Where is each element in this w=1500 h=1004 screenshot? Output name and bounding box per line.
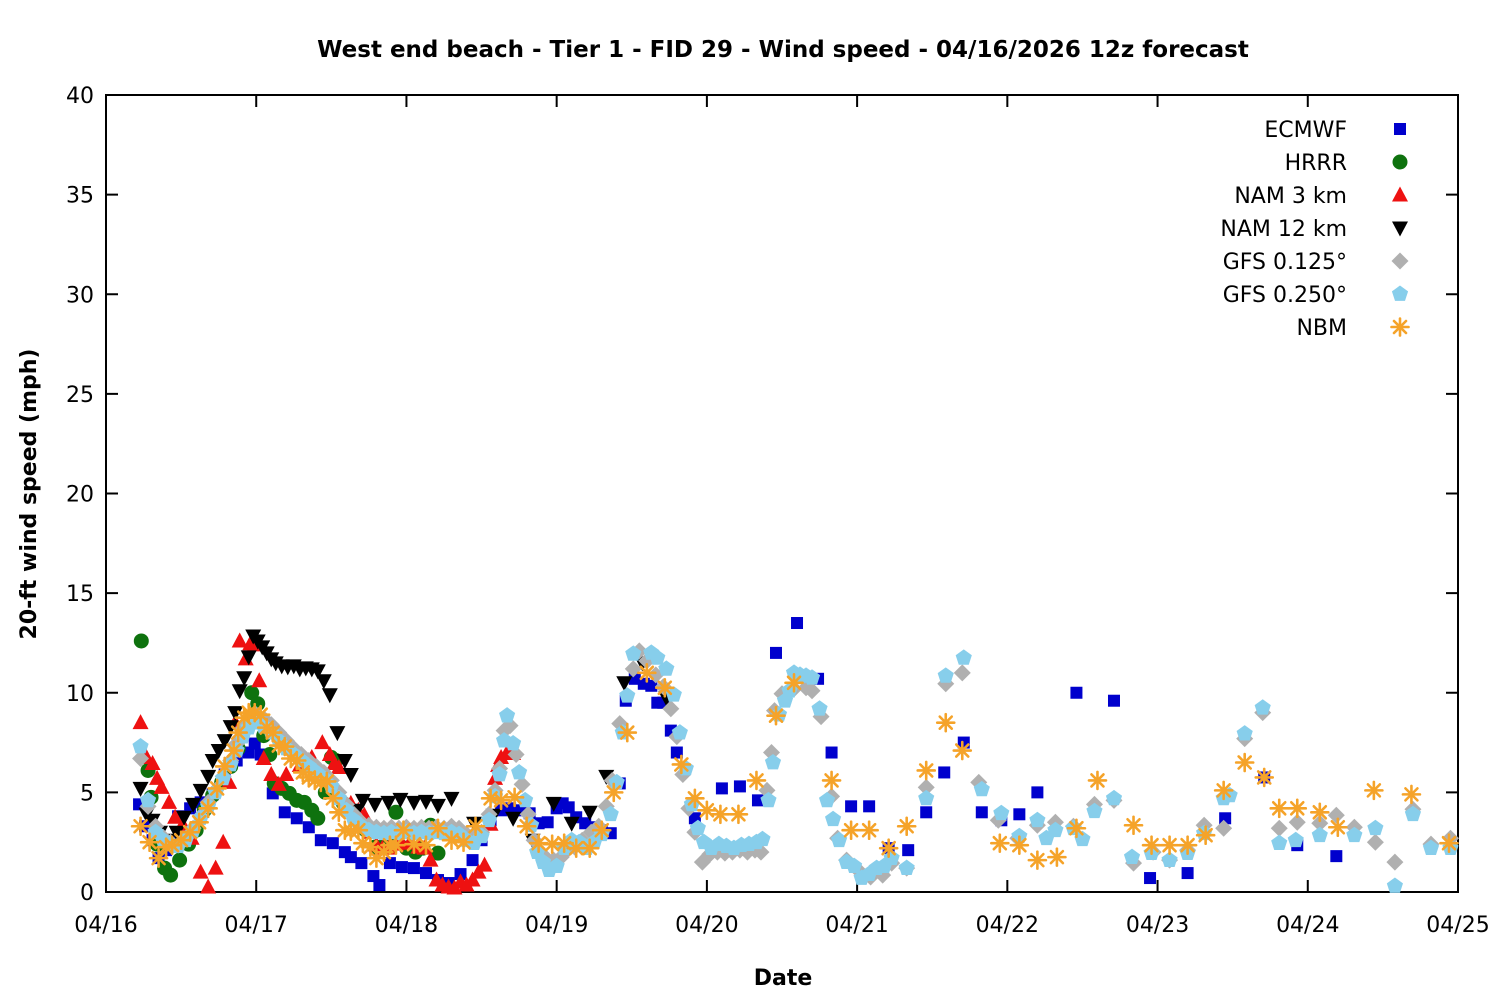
legend-label-NAM 3 km: NAM 3 km	[1234, 184, 1347, 209]
legend-label-ECMWF: ECMWF	[1264, 118, 1347, 143]
x-tick-label: 04/23	[1126, 913, 1189, 938]
x-tick-label: 04/22	[976, 913, 1039, 938]
y-tick-label: 40	[66, 84, 94, 109]
legend-marker-HRRR	[1392, 154, 1408, 170]
x-tick-label: 04/18	[375, 913, 438, 938]
legend-marker-GFS 0.125°	[1391, 252, 1409, 270]
axes: 04/16 04/17 04/18 04/19 04/20 04/21 04/22 04/23…	[66, 84, 1490, 938]
y-tick-label: 5	[80, 781, 94, 806]
x-tick-label: 04/17	[225, 913, 288, 938]
x-axis-title: Date	[754, 966, 813, 991]
series-NAM 12 km	[132, 629, 675, 849]
y-tick-label: 35	[66, 184, 94, 209]
legend-label-HRRR: HRRR	[1285, 151, 1347, 176]
y-tick-label: 0	[80, 881, 94, 906]
y-axis-title: 20-ft wind speed (mph)	[17, 349, 42, 640]
legend-marker-NAM 3 km	[1392, 186, 1408, 202]
y-tick-label: 20	[66, 483, 94, 508]
x-tick-label: 04/24	[1276, 913, 1339, 938]
legend-label-GFS 0.250°: GFS 0.250°	[1223, 283, 1347, 308]
y-tick-label: 15	[66, 582, 94, 607]
x-tick-label: 04/25	[1426, 913, 1489, 938]
x-tick-label: 04/21	[825, 913, 888, 938]
chart-legend: ECMWF HRRR NAM 3 km NAM 12 km GFS 0.125° GFS …	[1220, 118, 1410, 341]
y-tick-label: 30	[66, 283, 94, 308]
x-tick-label: 04/20	[675, 913, 738, 938]
legend-label-NAM 12 km: NAM 12 km	[1220, 217, 1347, 242]
x-tick-label: 04/19	[525, 913, 588, 938]
legend-marker-NAM 12 km	[1392, 221, 1408, 237]
chart-title: West end beach - Tier 1 - FID 29 - Wind …	[317, 37, 1249, 63]
legend-marker-ECMWF	[1394, 123, 1406, 135]
legend-label-GFS 0.125°: GFS 0.125°	[1223, 250, 1347, 275]
legend-label-NBM: NBM	[1296, 316, 1347, 341]
x-tick-label: 04/16	[74, 913, 137, 938]
series-NBM	[130, 663, 1459, 870]
legend-marker-GFS 0.250°	[1391, 285, 1409, 301]
y-tick-label: 25	[66, 383, 94, 408]
y-tick-label: 10	[66, 682, 94, 707]
data-points	[130, 617, 1459, 895]
legend-marker-NBM	[1390, 317, 1410, 337]
